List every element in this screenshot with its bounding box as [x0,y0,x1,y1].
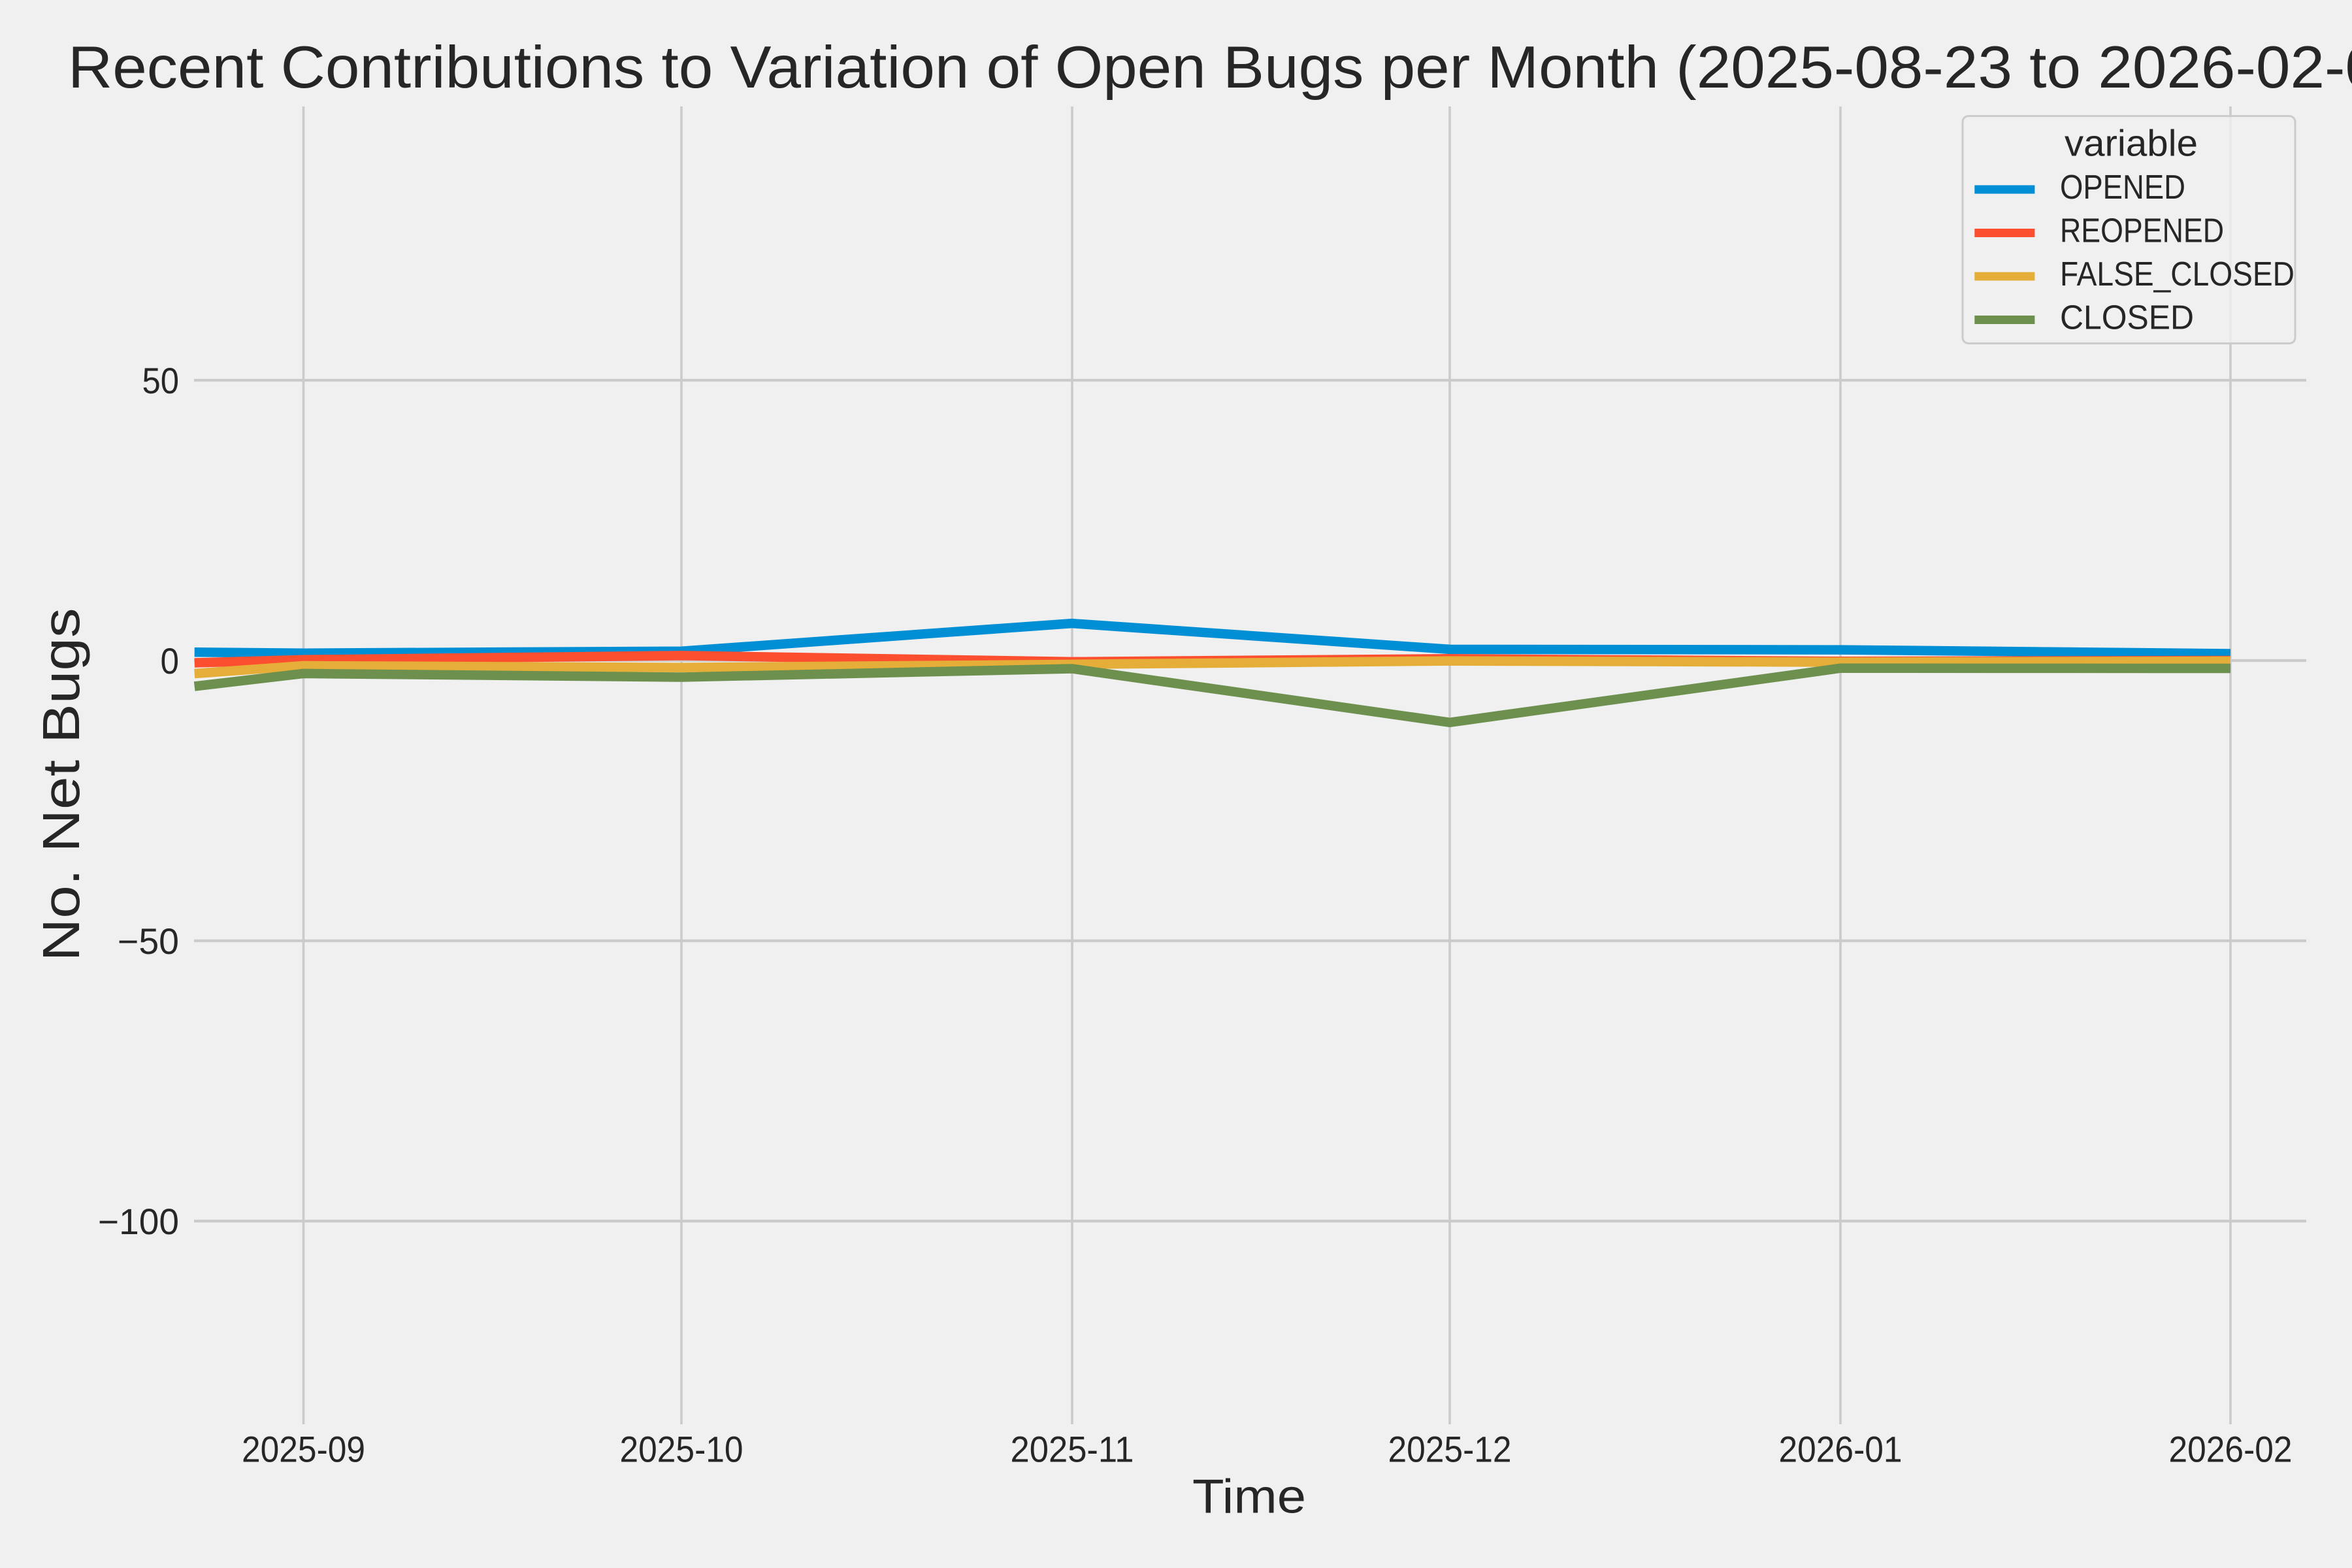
svg-text:CLOSED: CLOSED [2060,299,2194,336]
svg-text:0: 0 [161,641,180,681]
svg-text:−50: −50 [118,921,179,962]
svg-text:2025-09: 2025-09 [242,1429,365,1470]
svg-text:REOPENED: REOPENED [2060,212,2224,250]
svg-text:2026-02: 2026-02 [2169,1429,2293,1470]
svg-text:Time: Time [1192,1471,1306,1524]
svg-text:variable: variable [2065,123,2198,165]
svg-text:50: 50 [142,361,180,401]
svg-text:OPENED: OPENED [2060,169,2185,206]
svg-text:No. Net Bugs: No. Net Bugs [32,608,90,962]
svg-text:FALSE_CLOSED: FALSE_CLOSED [2060,255,2295,293]
svg-text:−100: −100 [98,1201,179,1242]
svg-text:2025-11: 2025-11 [1011,1429,1134,1470]
svg-text:Recent Contributions to Variat: Recent Contributions to Variation of Ope… [68,35,2352,101]
svg-text:2026-01: 2026-01 [1779,1429,1903,1470]
svg-text:2025-10: 2025-10 [620,1429,743,1470]
svg-text:2025-12: 2025-12 [1388,1429,1512,1470]
